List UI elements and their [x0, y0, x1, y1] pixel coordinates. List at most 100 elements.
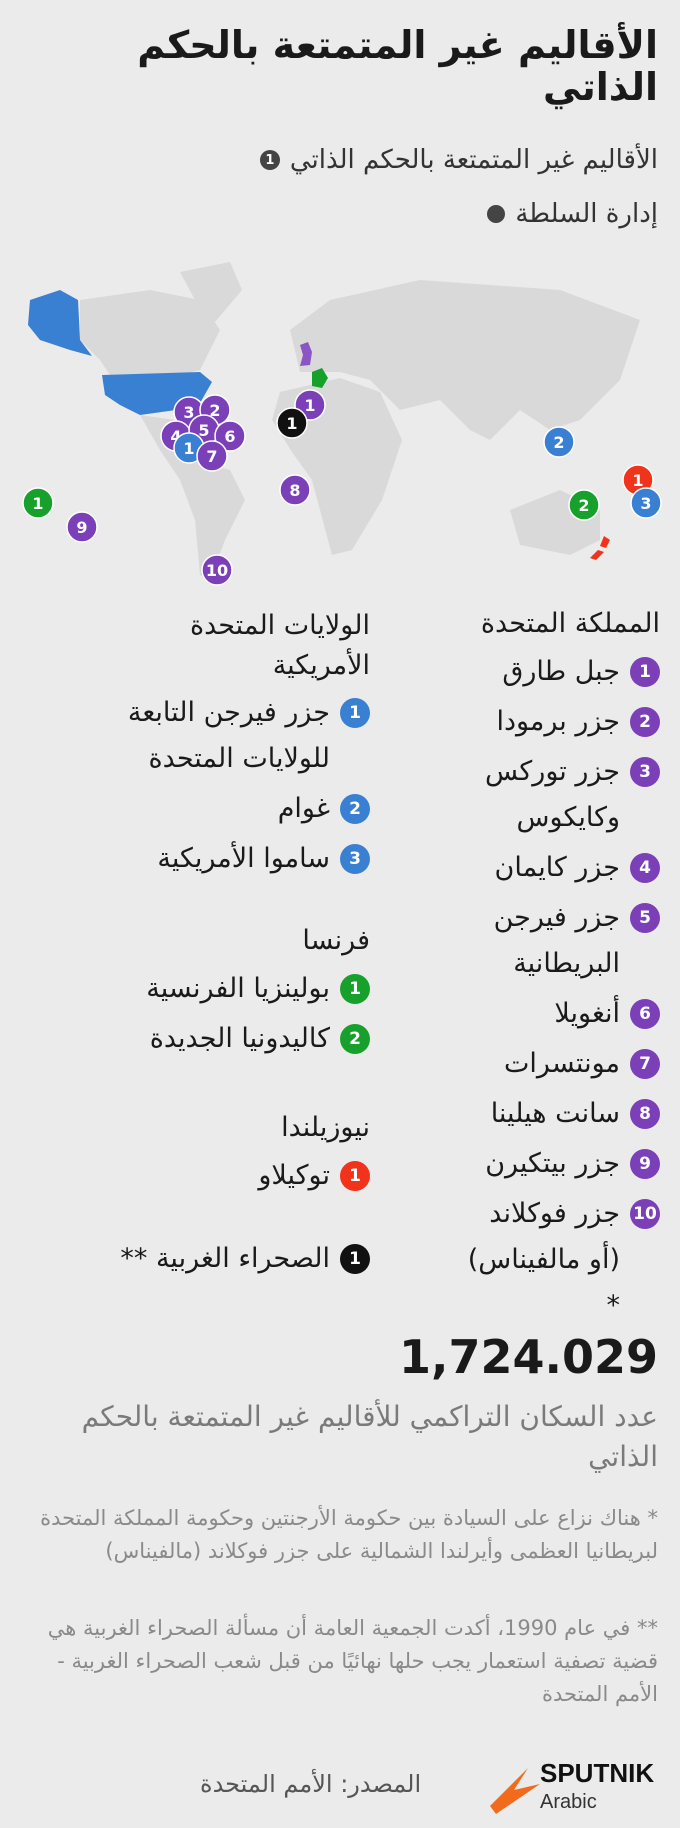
uk — [300, 342, 312, 366]
map-marker-label: 4 — [170, 427, 181, 446]
item-badge: 10 — [630, 1199, 660, 1229]
map-marker-label: 5 — [198, 421, 209, 440]
group: نيوزيلندا 1 توكيلاو — [80, 1107, 370, 1203]
logo-mark — [490, 1768, 540, 1814]
logo: SPUTNIK Arabic — [490, 1760, 654, 1814]
item-label: جزر بيتكيرن — [485, 1148, 620, 1179]
nz-south — [590, 550, 604, 560]
item-label: ساموا الأمريكية — [157, 843, 330, 874]
stat-label: عدد السكان التراكمي للأقاليم غير المتمتع… — [81, 1400, 658, 1473]
map-marker — [276, 407, 308, 439]
map-marker-label: 1 — [286, 414, 297, 433]
list-item: 1 بولينزيا الفرنسية — [80, 966, 370, 1012]
item-badge: 1 — [340, 1161, 370, 1191]
logo-name: SPUTNIK — [540, 1760, 654, 1788]
item-badge: 1 — [340, 974, 370, 1004]
group-title: المملكة المتحدة — [480, 608, 660, 639]
item-label: أنغويلا — [554, 998, 620, 1029]
nz-north — [600, 536, 610, 548]
map-marker — [22, 487, 54, 519]
legend-label: إدارة السلطة — [515, 199, 658, 229]
list-item: 3 ساموا الأمريكية — [80, 836, 370, 882]
item-badge: 8 — [630, 1099, 660, 1129]
map-marker-label: 1 — [632, 471, 643, 490]
legend-item: إدارة السلطة — [487, 199, 658, 229]
group-title: فرنسا — [302, 925, 370, 956]
item-badge: 2 — [340, 794, 370, 824]
legend-label: الأقاليم غير المتمتعة بالحكم الذاتي — [289, 145, 658, 175]
map-marker — [201, 554, 233, 586]
footnote: * هناك نزاع على السيادة بين حكومة الأرجن… — [40, 1506, 658, 1563]
map-marker-label: 2 — [553, 433, 564, 452]
list-item: 5 جزر فيرجن البريطانية — [400, 895, 660, 987]
legend-dot — [487, 205, 506, 223]
france — [312, 368, 328, 388]
list-item: 2 كاليدونيا الجديدة — [80, 1016, 370, 1062]
item-label: كاليدونيا الجديدة — [149, 1023, 330, 1054]
item-badge: 5 — [630, 903, 660, 933]
item-badge: 2 — [340, 1024, 370, 1054]
item-badge: 1 — [630, 657, 660, 687]
map-marker-label: 9 — [76, 518, 87, 537]
map-marker-label: 1 — [183, 439, 194, 458]
item-badge: 3 — [340, 844, 370, 874]
map-marker-label: 2 — [578, 496, 589, 515]
stat-value: 1,724.029 — [399, 1330, 658, 1384]
list-item: 2 جزر برمودا — [400, 699, 660, 745]
item-label: الصحراء الغربية ** — [120, 1243, 330, 1274]
map-marker — [543, 426, 575, 458]
item-label: جزر توركس وكايكوس — [485, 756, 620, 833]
map-marker-label: 10 — [206, 561, 228, 580]
group: 1 الصحراء الغربية ** — [80, 1236, 370, 1286]
alaska — [28, 290, 92, 356]
item-label: غوام — [277, 793, 330, 824]
list-item: 7 مونتسرات — [400, 1041, 660, 1087]
group-title: الولايات المتحدة الأمريكية — [189, 610, 370, 681]
list-item: 8 سانت هيلينا — [400, 1091, 660, 1137]
list-item: 1 الصحراء الغربية ** — [80, 1236, 370, 1282]
item-badge: 4 — [630, 853, 660, 883]
list-item: 4 جزر كايمان — [400, 845, 660, 891]
map-marker — [630, 487, 662, 519]
group: فرنسا 1 بولينزيا الفرنسية 2 كاليدونيا الجديد… — [80, 920, 370, 1066]
legend-item: 1 الأقاليم غير المتمتعة بالحكم الذاتي — [259, 145, 658, 175]
item-label: جزر فوكلاند (أو مالفيناس) * — [467, 1198, 620, 1321]
list-item: 2 غوام — [80, 786, 370, 832]
list-item: 1 جزر فيرجن التابعة للولايات المتحدة — [80, 690, 370, 782]
logo-sub: Arabic — [540, 1791, 597, 1813]
item-label: توكيلاو — [258, 1160, 330, 1191]
legend-badge: 1 — [259, 150, 280, 170]
map-marker-label: 2 — [209, 401, 220, 420]
item-badge: 7 — [630, 1049, 660, 1079]
group: المملكة المتحدة 1 جبل طارق 2 جزر برمودا 3 جزر … — [400, 603, 660, 1329]
item-label: مونتسرات — [504, 1048, 620, 1079]
map-marker-label: 1 — [304, 396, 315, 415]
item-label: جزر فيرجن التابعة للولايات المتحدة — [127, 697, 330, 774]
map-marker-label: 6 — [224, 427, 235, 446]
list-item: 3 جزر توركس وكايكوس — [400, 749, 660, 841]
list-item: 10 جزر فوكلاند (أو مالفيناس) * — [400, 1191, 660, 1329]
item-label: جزر برمودا — [496, 706, 620, 737]
list-item: 1 جبل طارق — [400, 649, 660, 695]
item-label: جزر فيرجن البريطانية — [493, 902, 620, 979]
item-label: سانت هيلينا — [490, 1098, 620, 1129]
list-item: 6 أنغويلا — [400, 991, 660, 1037]
source: المصدر: الأمم المتحدة — [200, 1770, 422, 1798]
map-marker — [568, 489, 600, 521]
item-badge: 2 — [630, 707, 660, 737]
item-label: جزر كايمان — [494, 852, 620, 883]
map-marker-label: 7 — [206, 447, 217, 466]
map-marker — [196, 440, 228, 472]
item-label: بولينزيا الفرنسية — [146, 973, 330, 1004]
item-label: جبل طارق — [502, 656, 620, 687]
title: الأقاليم غير المتمتعة بالحكم الذاتي — [137, 23, 658, 109]
map-marker — [66, 511, 98, 543]
list-item: 9 جزر بيتكيرن — [400, 1141, 660, 1187]
map-marker-label: 3 — [640, 494, 651, 513]
item-badge: 1 — [340, 1244, 370, 1274]
group: الولايات المتحدة الأمريكية 1 جزر فيرجن الت… — [80, 606, 370, 886]
map-marker-label: 1 — [32, 494, 43, 513]
item-badge: 3 — [630, 757, 660, 787]
